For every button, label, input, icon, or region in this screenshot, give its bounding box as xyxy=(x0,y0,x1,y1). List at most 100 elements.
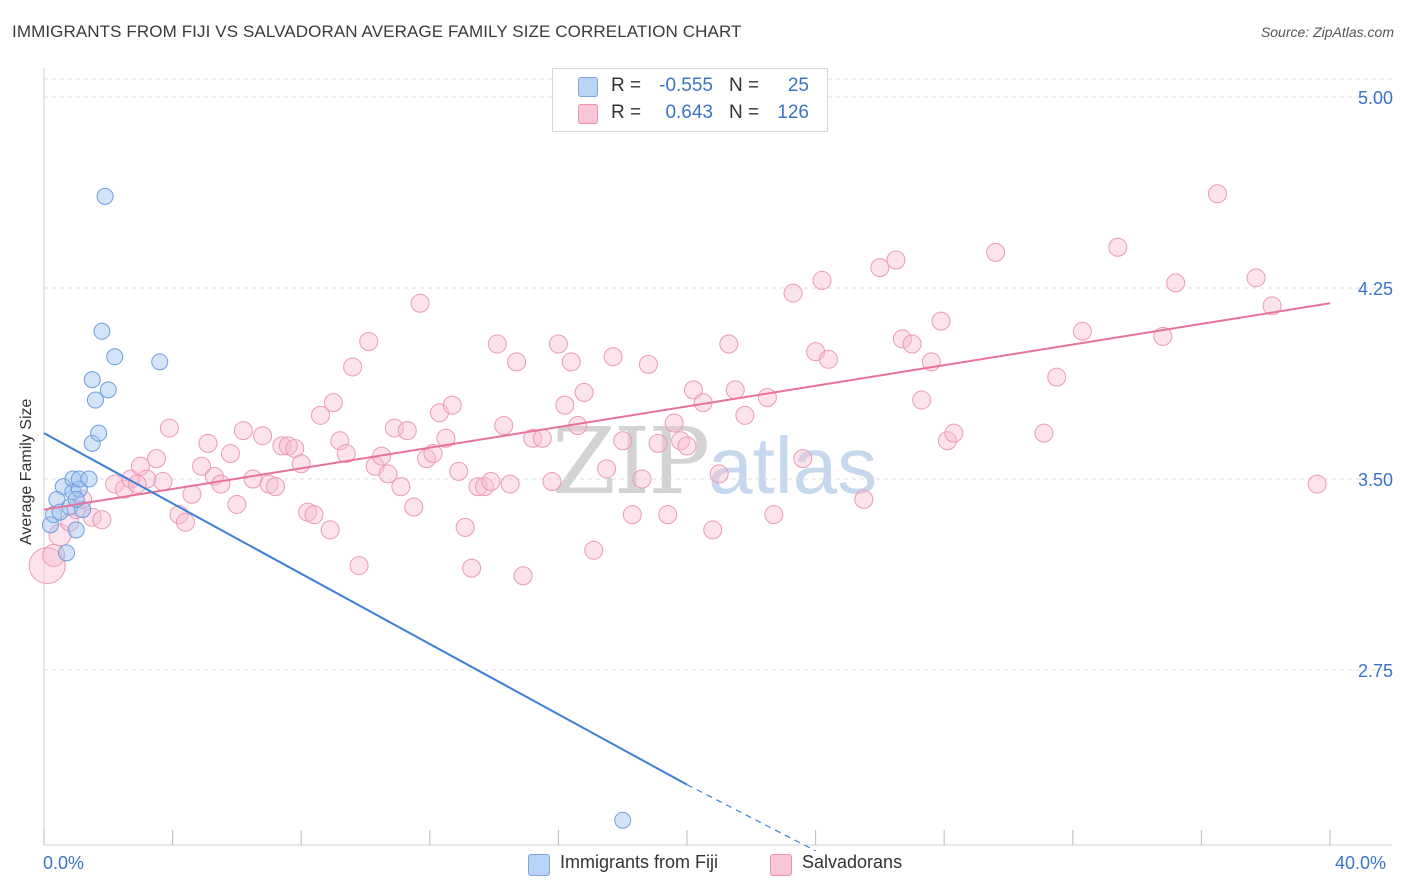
salvadoran-point xyxy=(1207,184,1227,204)
salvadoran-point xyxy=(175,512,195,532)
salvadoran-point xyxy=(523,428,543,448)
salvadoran-point xyxy=(359,331,379,351)
salvadoran-point xyxy=(253,426,273,446)
salvadoran-point xyxy=(513,566,533,586)
watermark-atlas: atlas xyxy=(708,421,878,510)
salvadoran-point xyxy=(330,431,350,451)
salvadoran-point xyxy=(468,477,488,497)
salvadoran-point xyxy=(147,449,167,469)
salvadoran-point xyxy=(683,380,703,400)
salvadoran-point xyxy=(1246,268,1266,288)
fiji-trendline xyxy=(43,432,688,786)
salvadoran-point xyxy=(725,380,745,400)
fiji-point xyxy=(106,348,124,366)
r-label: R = xyxy=(611,102,642,123)
y-tick-label: 2.75 xyxy=(1358,661,1393,681)
salvadoran-point xyxy=(613,431,633,451)
salvadoran-point xyxy=(323,393,343,413)
salvadoran-point xyxy=(442,395,462,415)
salvadoran-point xyxy=(474,477,494,497)
source-credit: Source: ZipAtlas.com xyxy=(1260,24,1394,40)
salvadoran-point xyxy=(500,474,520,494)
salvadoran-point xyxy=(397,421,417,441)
salvadoran-point xyxy=(336,444,356,464)
fiji-point xyxy=(93,322,111,340)
fiji-point xyxy=(80,470,98,488)
salvadoran-point xyxy=(343,357,363,377)
salvadoran-point xyxy=(764,505,784,525)
salvadoran-point xyxy=(417,449,437,469)
salvadoran-point xyxy=(114,479,134,499)
salvadoran-point xyxy=(735,405,755,425)
salvadoran-point xyxy=(487,334,507,354)
salvadoran-point xyxy=(1166,273,1186,293)
salvadoran-point xyxy=(886,250,906,270)
salvadoran-point xyxy=(494,416,514,436)
salvadoran-point xyxy=(632,469,652,489)
salvadoran-point xyxy=(304,505,324,525)
fiji-point xyxy=(58,544,76,562)
chart-title: IMMIGRANTS FROM FIJI VS SALVADORAN AVERA… xyxy=(12,22,742,41)
y-axis-title: Average Family Size xyxy=(18,398,35,545)
salvadoran-point xyxy=(912,390,932,410)
salvadoran-point xyxy=(986,242,1006,262)
salvadoran-point xyxy=(677,436,697,456)
fiji-point xyxy=(99,381,117,399)
salvadoran-point xyxy=(709,464,729,484)
salvadoran-point xyxy=(320,520,340,540)
salvadoran-point xyxy=(931,311,951,331)
salvadoran-point xyxy=(153,472,173,492)
salvadoran-point xyxy=(410,293,430,313)
y-tick-label: 3.50 xyxy=(1358,470,1393,490)
legend-label-fiji: Immigrants from Fiji xyxy=(560,852,719,872)
salvadoran-point xyxy=(159,418,179,438)
x-axis-min-label: 0.0% xyxy=(43,853,85,873)
salvadoran-point xyxy=(1108,237,1128,257)
salvadoran-point xyxy=(455,517,475,537)
n-value: 126 xyxy=(777,102,809,123)
y-tick-label: 4.25 xyxy=(1358,279,1393,299)
salvadoran-point xyxy=(574,382,594,402)
salvadoran-point xyxy=(265,477,285,497)
fiji-point xyxy=(151,353,169,371)
salvadoran-point xyxy=(603,347,623,367)
n-label: N = xyxy=(729,102,760,123)
salvadoran-point xyxy=(182,484,202,504)
fiji-point xyxy=(70,470,88,488)
r-label: R = xyxy=(611,75,642,96)
salvadoran-point xyxy=(783,283,803,303)
salvadoran-point xyxy=(1072,321,1092,341)
r-value: -0.555 xyxy=(659,75,713,96)
salvadoran-point xyxy=(561,352,581,372)
salvadoran-point xyxy=(310,405,330,425)
salvadoran-point xyxy=(542,472,562,492)
salvadoran-point xyxy=(227,494,247,514)
fiji-point xyxy=(86,391,104,409)
fiji-point xyxy=(83,371,101,389)
fiji-trendline-extension xyxy=(686,784,816,852)
n-value: 25 xyxy=(787,75,809,96)
salvadoran-point xyxy=(211,474,231,494)
legend-swatch-fiji xyxy=(528,854,550,876)
salvadoran-point xyxy=(793,449,813,469)
y-tick-label: 5.00 xyxy=(1358,88,1393,108)
salvadoran-point xyxy=(638,354,658,374)
salvadoran-point xyxy=(507,352,527,372)
salvadoran-point xyxy=(92,510,112,530)
salvadoran-point xyxy=(436,428,456,448)
fiji-point xyxy=(41,516,59,534)
fiji-point xyxy=(83,434,101,452)
salvadoran-point xyxy=(233,421,253,441)
salvadoran-point xyxy=(818,349,838,369)
salvadoran-point xyxy=(391,477,411,497)
legend-swatch-salvadoran xyxy=(770,854,792,876)
salvadoran-point xyxy=(349,556,369,576)
salvadoran-point xyxy=(28,547,66,585)
salvadoran-point xyxy=(1153,326,1173,346)
salvadoran-point xyxy=(1307,474,1327,494)
salvadoran-point xyxy=(481,472,501,492)
x-axis-max-label: 40.0% xyxy=(1335,853,1387,873)
salvadoran-point xyxy=(719,334,739,354)
salvadoran-point xyxy=(937,431,957,451)
